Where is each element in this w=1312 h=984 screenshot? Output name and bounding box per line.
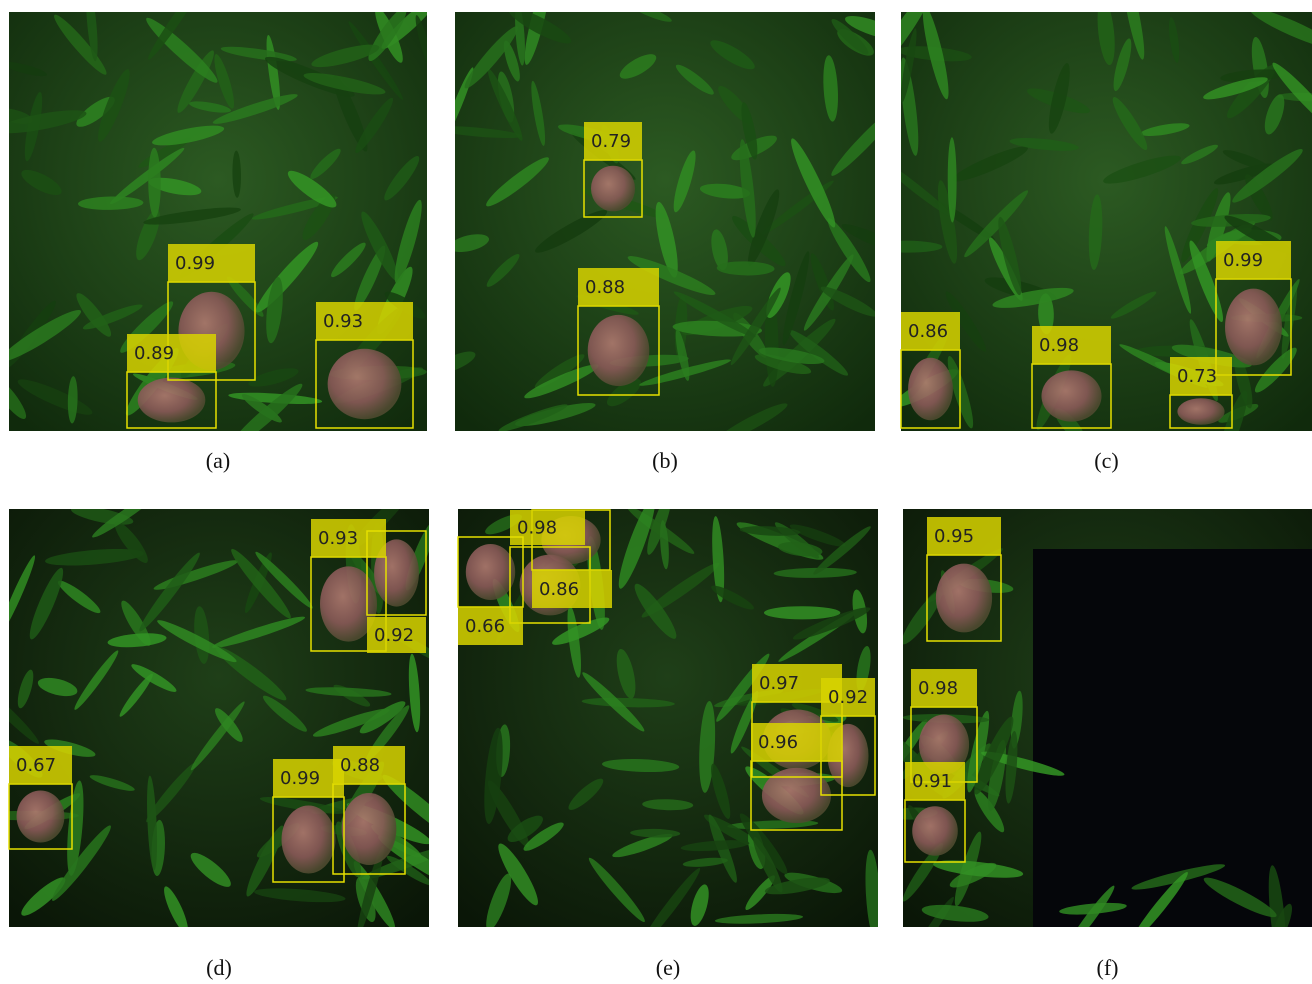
page: {"panels": [ {"caption": "(a)", "scores"…: [0, 0, 1312, 984]
score-label: 0.99: [1223, 250, 1263, 271]
photo: [881, 509, 1312, 965]
mango: [1225, 289, 1282, 366]
score-label: 0.66: [465, 616, 505, 637]
score-label: 0.98: [1039, 335, 1079, 356]
score-label: 0.92: [828, 687, 868, 708]
score-label: 0.89: [134, 343, 174, 364]
score-label: 0.99: [175, 253, 215, 274]
score-label: 0.67: [16, 755, 56, 776]
score-label: 0.98: [517, 518, 557, 539]
mango: [1041, 370, 1101, 421]
photo: [870, 0, 1312, 464]
photo: [0, 0, 442, 454]
mango: [908, 358, 953, 420]
panel-caption: (b): [652, 448, 678, 473]
mango: [912, 806, 958, 856]
figure: 0.990.890.93(a)0.790.88(b)0.860.980.990.…: [0, 0, 1312, 984]
score-label: 0.92: [374, 625, 414, 646]
leaf: [764, 606, 840, 619]
score-label: 0.91: [912, 771, 952, 792]
score-label: 0.88: [585, 277, 625, 298]
panel-caption: (d): [206, 955, 232, 980]
photo: [0, 487, 465, 938]
mango: [138, 378, 206, 423]
mango: [466, 544, 515, 600]
panel-caption: (c): [1094, 448, 1118, 473]
panel-caption: (e): [656, 955, 680, 980]
panel-caption: (f): [1097, 955, 1119, 980]
score-label: 0.88: [340, 755, 380, 776]
mango: [328, 349, 402, 419]
score-label: 0.97: [759, 673, 799, 694]
score-label: 0.73: [1177, 366, 1217, 387]
score-label: 0.99: [280, 768, 320, 789]
panel: 0.95 0.98 0.91 (f): [881, 509, 1312, 980]
mango: [591, 166, 635, 212]
mango: [282, 806, 336, 874]
score-label: 0.79: [591, 131, 631, 152]
panel: 0.79 0.88 (b): [432, 0, 908, 473]
photo: [432, 0, 908, 447]
score-label: 0.86: [539, 579, 579, 600]
panel: 0.98 0.86 0.66 0.97 0.92 0.96 (e): [458, 492, 883, 980]
mango: [936, 564, 992, 633]
score-label: 0.96: [758, 732, 798, 753]
score-label: 0.95: [934, 526, 974, 547]
score-label: 0.93: [323, 311, 363, 332]
mango: [342, 793, 397, 865]
score-label: 0.93: [318, 528, 358, 549]
mango: [588, 315, 650, 386]
panel: 0.86 0.98 0.99 0.73 (c): [870, 0, 1312, 473]
photo: [458, 492, 883, 948]
panel: 0.93 0.92 0.67 0.99 0.88 (d): [0, 487, 465, 981]
mango: [17, 791, 65, 843]
panel: 0.99 0.89 0.93 (a): [0, 0, 442, 473]
score-label: 0.98: [918, 678, 958, 699]
score-label: 0.86: [908, 321, 948, 342]
panel-caption: (a): [206, 448, 230, 473]
mango: [1177, 398, 1224, 424]
